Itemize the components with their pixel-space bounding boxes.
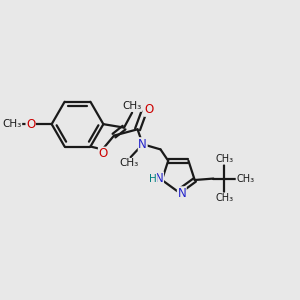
Text: N: N [177, 187, 186, 200]
Text: CH₃: CH₃ [120, 158, 139, 169]
Text: H: H [149, 174, 157, 184]
Text: CH₃: CH₃ [122, 101, 142, 111]
Text: O: O [26, 118, 35, 131]
Text: N: N [138, 138, 147, 151]
Text: N: N [155, 172, 164, 185]
Text: CH₃: CH₃ [215, 154, 233, 164]
Text: CH₃: CH₃ [2, 119, 22, 129]
Text: O: O [144, 103, 154, 116]
Text: CH₃: CH₃ [236, 174, 254, 184]
Text: CH₃: CH₃ [215, 193, 233, 203]
Text: O: O [98, 147, 108, 160]
